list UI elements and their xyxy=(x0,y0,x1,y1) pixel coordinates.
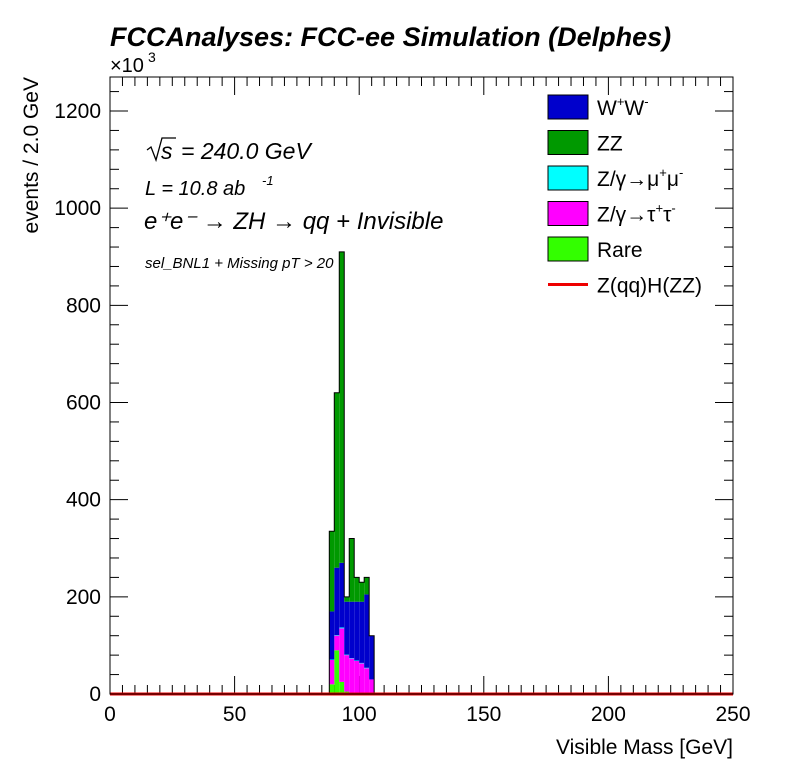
process-annotation: e⁺e⁻ → ZH → qq + Invisible xyxy=(144,208,443,235)
bar-segment xyxy=(344,655,350,692)
svg-text:= 240.0 GeV: = 240.0 GeV xyxy=(181,138,313,164)
x-tick-label: 200 xyxy=(591,703,626,726)
bar-segment xyxy=(329,531,335,612)
bar-segment xyxy=(349,538,355,602)
x-tick-label: 150 xyxy=(466,703,501,726)
bar-segment xyxy=(354,577,360,602)
svg-text:3: 3 xyxy=(148,49,156,65)
y-tick-label: 1200 xyxy=(54,100,101,123)
legend-label: Rare xyxy=(597,239,643,262)
bar-segment xyxy=(339,628,345,682)
luminosity-annotation: L = 10.8 ab -1 xyxy=(145,173,274,200)
legend-label: Z/γ→τ+​τ-​ xyxy=(597,201,676,227)
bar-segment xyxy=(339,562,345,628)
bar-segment xyxy=(329,659,335,685)
bar-segment xyxy=(339,251,345,563)
bar-segment xyxy=(364,594,370,668)
x-tick-label: 50 xyxy=(223,703,246,726)
svg-text:L = 10.8 ab: L = 10.8 ab xyxy=(145,178,245,200)
bar-segment xyxy=(359,601,365,663)
y-tick-label: 0 xyxy=(89,683,101,706)
x-tick-label: 250 xyxy=(715,703,750,726)
x-axis-label: Visible Mass [GeV] xyxy=(556,736,733,759)
bar-segment xyxy=(334,567,340,636)
bar-segment xyxy=(344,596,350,602)
legend: W+​W-​ ZZ Z/γ→μ+​μ-​ Z/γ→τ+​τ-​ Rare Z(qq)H(Z… xyxy=(547,94,702,298)
legend-swatch xyxy=(547,94,589,120)
bar-segment xyxy=(354,601,360,661)
bar-segment xyxy=(329,611,335,660)
bar-segment xyxy=(344,601,350,655)
bar-segment xyxy=(364,668,370,693)
svg-text:-1: -1 xyxy=(262,173,274,188)
legend-label: ZZ xyxy=(597,133,623,156)
bar-segment xyxy=(334,392,340,568)
bar-segment xyxy=(369,679,375,694)
bar-segment xyxy=(339,627,345,629)
bar-segment xyxy=(349,658,355,693)
bar-segment xyxy=(354,660,360,693)
svg-text:s: s xyxy=(161,138,173,164)
bar-segment xyxy=(369,635,375,680)
tick-labels: 0 50 100 150 200 250 0 200 400 600 800 1000 1200 xyxy=(54,100,750,726)
bar-segment xyxy=(359,582,365,602)
bar-segment xyxy=(334,635,340,651)
legend-swatch xyxy=(547,236,589,262)
y-tick-label: 400 xyxy=(66,489,101,512)
bar-segment xyxy=(329,684,335,694)
legend-label: Z/γ→μ+​μ-​ xyxy=(597,165,683,191)
x-tick-label: 100 xyxy=(342,703,377,726)
bar-segment xyxy=(334,650,340,694)
legend-swatch xyxy=(547,165,589,191)
x-tick-label: 0 xyxy=(104,703,116,726)
plot-frame xyxy=(109,76,734,695)
bar-segment xyxy=(364,577,370,595)
selection-annotation: sel_BNL1 + Missing pT > 20 xyxy=(145,255,334,272)
bar-segment xyxy=(359,663,365,693)
y-tick-label: 200 xyxy=(66,586,101,609)
bar-segment xyxy=(339,681,345,694)
svg-text:×10: ×10 xyxy=(110,55,144,77)
stack-outline xyxy=(328,251,375,694)
legend-swatch xyxy=(547,201,589,226)
sqrt-s-annotation: s = 240.0 GeV xyxy=(146,137,313,164)
y-multiplier: ×10 3 xyxy=(110,49,156,77)
y-tick-label: 800 xyxy=(66,294,101,317)
y-tick-label: 1000 xyxy=(54,197,101,220)
legend-label: Z(qq)H(ZZ) xyxy=(597,275,702,298)
legend-swatch xyxy=(547,130,589,155)
chart-title: FCCAnalyses: FCC-ee Simulation (Delphes) xyxy=(110,22,671,52)
y-axis-label: events / 2.0 GeV xyxy=(20,77,43,233)
bars xyxy=(328,251,375,694)
y-tick-label: 600 xyxy=(66,392,101,415)
bar-segment xyxy=(349,601,355,659)
legend-label: W+​W-​ xyxy=(597,94,649,120)
